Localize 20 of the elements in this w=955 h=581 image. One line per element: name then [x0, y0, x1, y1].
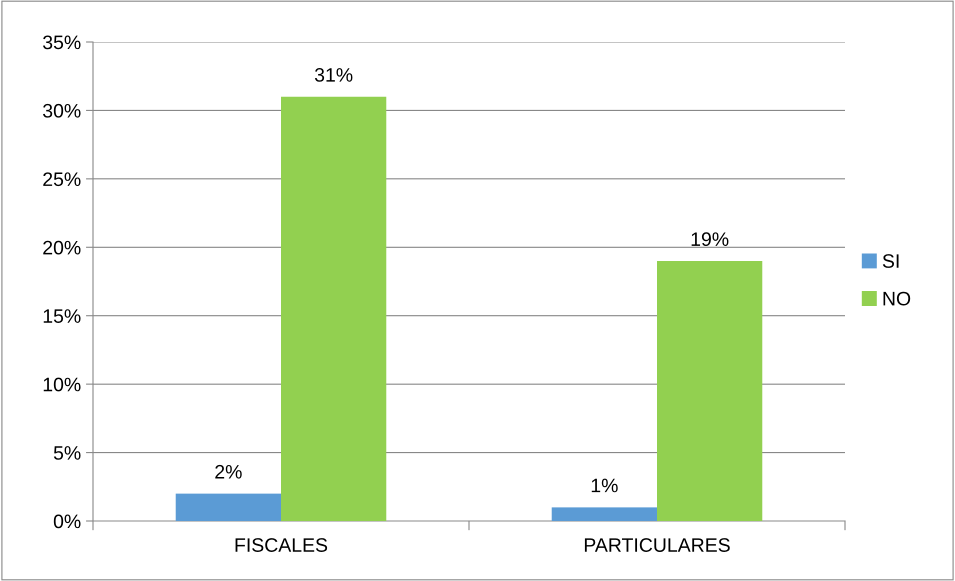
data-label: 31% [314, 68, 352, 82]
legend-label: SI [882, 254, 899, 268]
y-tick-label: 15% [44, 309, 81, 323]
bar [176, 494, 281, 521]
bar [281, 96, 386, 521]
data-label: 19% [692, 232, 728, 246]
bar [657, 260, 762, 521]
y-tick-label: 25% [43, 172, 81, 186]
y-tick-label: 5% [54, 446, 81, 460]
x-tick-label: PARTICULARES [584, 538, 730, 552]
data-label: 2% [215, 464, 242, 479]
y-tick-label: 0% [54, 514, 81, 528]
legend-label: NO [884, 292, 910, 306]
bar [552, 507, 657, 521]
y-tick-label: 10% [44, 378, 81, 392]
y-tick-label: 20% [43, 240, 81, 255]
y-tick-label: 35% [43, 35, 81, 50]
x-tick-label: FISCALES [236, 538, 328, 552]
data-label: 1% [592, 478, 618, 492]
y-tick-label: 30% [43, 104, 81, 118]
